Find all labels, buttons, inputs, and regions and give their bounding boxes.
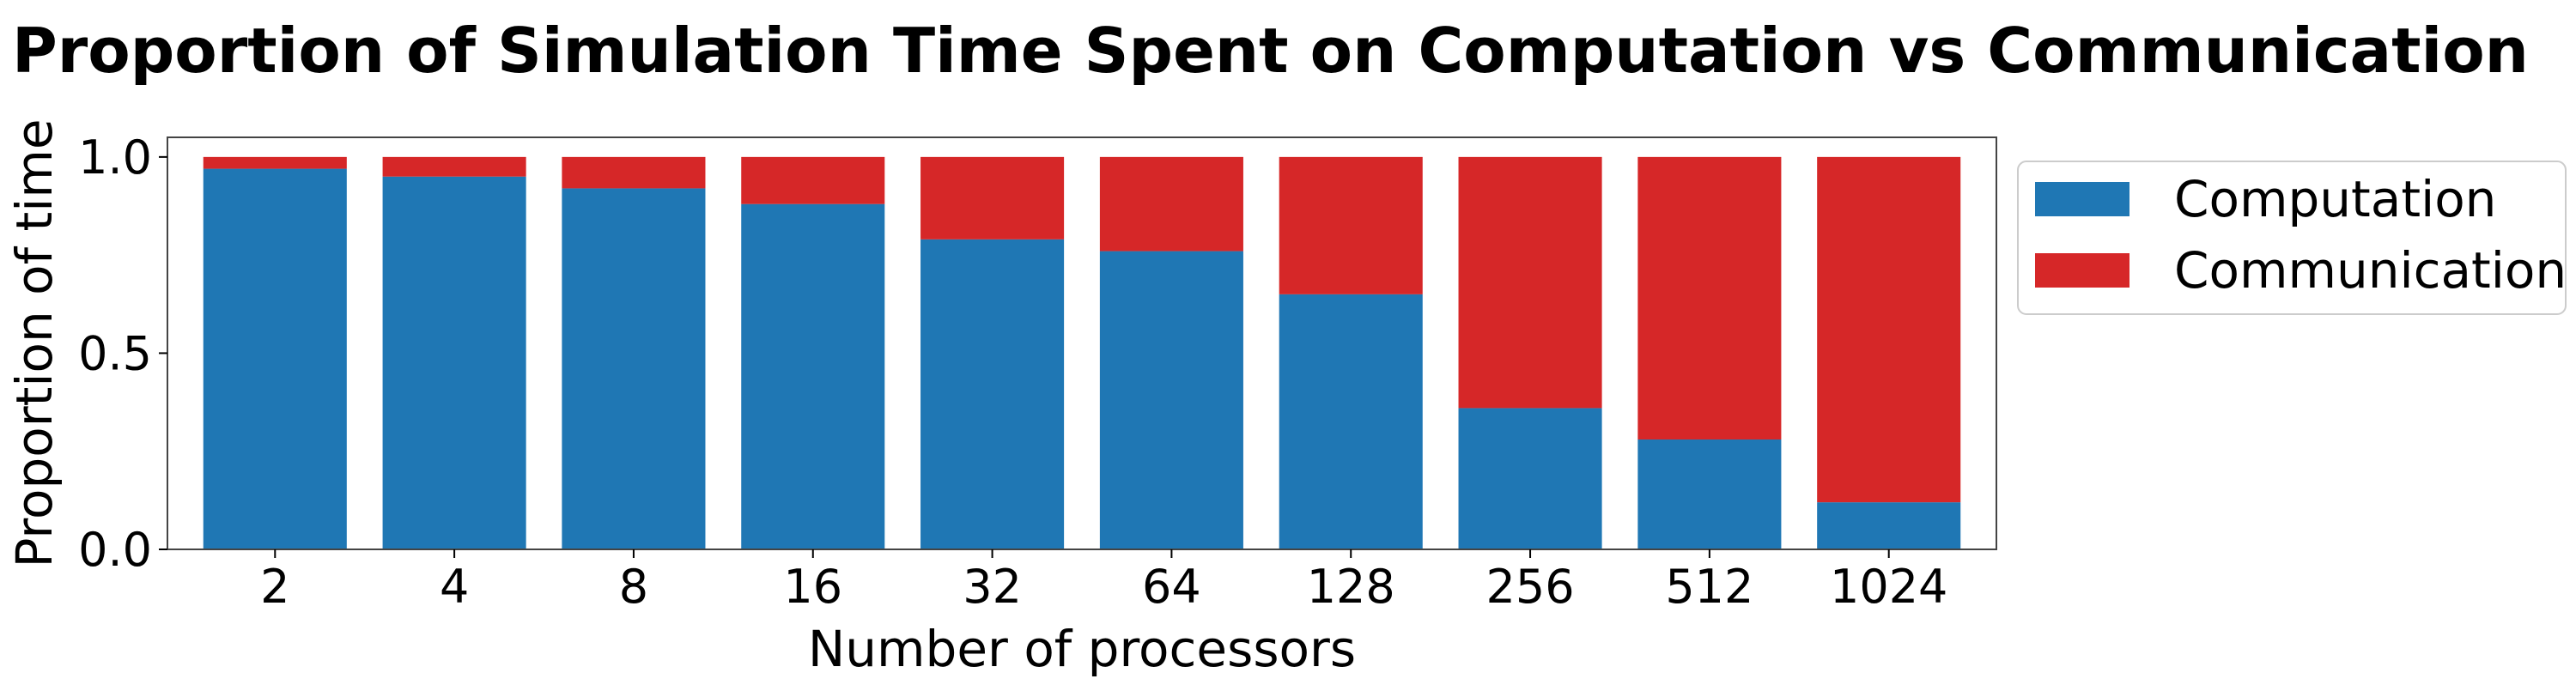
bar-computation-4 (382, 176, 526, 549)
x-tick-label-2: 2 (260, 560, 289, 614)
y-tick-label: 0.5 (78, 326, 152, 380)
x-tick-label-256: 256 (1486, 560, 1575, 614)
x-axis-label: Number of processors (808, 620, 1356, 678)
legend: Computation Communication (2017, 161, 2567, 315)
x-tick-label-8: 8 (619, 560, 648, 614)
legend-box (2017, 161, 2567, 315)
y-tick-label: 0.0 (78, 523, 152, 577)
bar-communication-4 (382, 156, 526, 177)
legend-swatch-computation (2035, 182, 2129, 216)
x-tick-label-32: 32 (963, 560, 1022, 614)
bar-communication-64 (1099, 156, 1243, 252)
x-tick-label-4: 4 (440, 560, 469, 614)
x-tick-label-512: 512 (1665, 560, 1753, 614)
bar-communication-256 (1458, 156, 1602, 409)
legend-label-communication: Communication (2174, 241, 2567, 300)
legend-label-computation: Computation (2174, 170, 2496, 228)
bar-computation-32 (920, 239, 1065, 549)
bars-group (203, 156, 1961, 550)
plot-frame (167, 136, 1997, 550)
bar-computation-256 (1458, 408, 1602, 549)
bar-communication-32 (920, 156, 1065, 239)
bar-computation-2 (203, 168, 347, 550)
y-axis-ticks: 0.0 0.5 1.0 (78, 130, 167, 577)
x-tick-label-128: 128 (1307, 560, 1395, 614)
bar-communication-128 (1279, 156, 1423, 294)
y-axis-label: Proportion of time (5, 118, 64, 567)
x-tick-label-64: 64 (1142, 560, 1201, 614)
bar-computation-128 (1279, 294, 1423, 549)
bar-communication-16 (741, 156, 885, 204)
y-tick-label: 1.0 (78, 130, 152, 185)
bar-communication-8 (562, 156, 706, 189)
bar-computation-16 (741, 203, 885, 549)
bar-computation-1024 (1817, 502, 1961, 549)
x-tick-label-16: 16 (783, 560, 842, 614)
x-tick-label-1024: 1024 (1830, 560, 1947, 614)
legend-swatch-communication (2035, 253, 2129, 288)
bar-communication-512 (1637, 156, 1782, 439)
bar-communication-1024 (1817, 156, 1961, 503)
chart-title: Proportion of Simulation Time Spent on C… (12, 15, 2529, 87)
bar-computation-64 (1099, 251, 1243, 549)
bar-computation-8 (562, 188, 706, 549)
bar-computation-512 (1637, 439, 1782, 549)
bar-communication-2 (203, 156, 347, 169)
x-axis-ticks: 2 4 8 16 32 64 128 256 512 1024 (260, 549, 1947, 614)
